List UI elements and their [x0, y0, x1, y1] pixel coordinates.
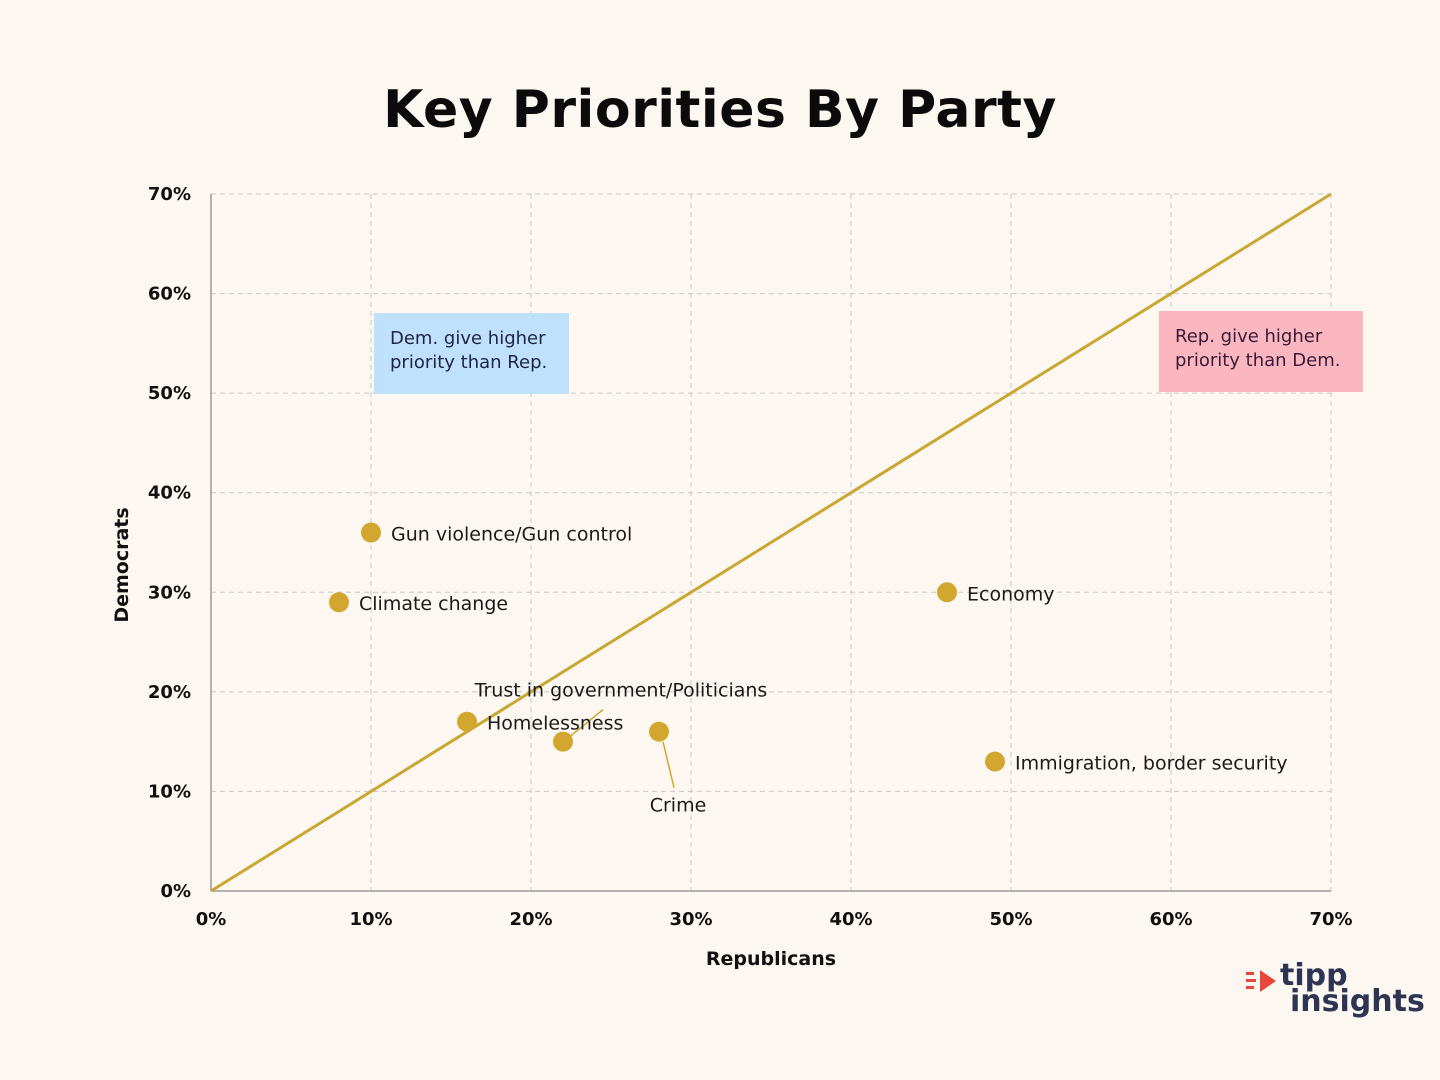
- logo-flag-icon: [1246, 970, 1276, 992]
- axes: 0% 10% 20% 30% 40% 50% 60% 70% 0% 10% 20% 30% 40% 50%…: [148, 184, 1353, 930]
- point-labels: Gun violence/Gun control Climate change Ec…: [359, 524, 1288, 817]
- data-points: [329, 522, 1005, 772]
- logo-word-insights: insights: [1290, 984, 1425, 1019]
- dem-callout-line-2: priority than Rep.: [390, 352, 548, 373]
- x-axis-title: Republicans: [706, 948, 836, 970]
- data-point-label: Immigration, border security: [1015, 753, 1288, 775]
- data-point: [937, 582, 957, 603]
- y-tick-label: 40%: [148, 483, 191, 504]
- data-point: [457, 711, 477, 732]
- grid: [211, 193, 1332, 891]
- y-tick-label: 60%: [148, 284, 191, 305]
- data-point-label: Climate change: [359, 593, 508, 615]
- rep-callout-line-1: Rep. give higher: [1175, 326, 1323, 347]
- rep-callout-line-2: priority than Dem.: [1175, 350, 1341, 371]
- x-tick-label: 40%: [829, 909, 872, 930]
- data-point-label: Homelessness: [487, 713, 623, 735]
- data-point-label: Economy: [967, 583, 1055, 605]
- logo-word-tipp: tipp: [1280, 958, 1348, 993]
- data-point-label: Gun violence/Gun control: [391, 524, 632, 546]
- reference-diagonal-line: [210, 192, 1332, 893]
- dem-priority-callout: Dem. give higher priority than Rep.: [374, 313, 569, 394]
- y-tick-label: 0%: [160, 881, 191, 902]
- y-tick-label: 30%: [148, 582, 191, 603]
- data-point-label: Crime: [650, 795, 707, 817]
- data-point: [553, 731, 573, 752]
- y-tick-label: 50%: [148, 383, 191, 404]
- label-leader-line: [570, 709, 604, 737]
- dem-callout-line-1: Dem. give higher: [390, 328, 546, 349]
- x-tick-label: 70%: [1309, 909, 1352, 930]
- tipp-insights-logo: tipp insights: [1246, 958, 1425, 1022]
- x-tick-label: 30%: [669, 909, 712, 930]
- data-point: [649, 721, 669, 742]
- x-tick-label: 0%: [196, 909, 227, 930]
- label-leader-line: [662, 741, 675, 788]
- data-point: [329, 592, 349, 613]
- data-point-label: Trust in government/Politicians: [474, 680, 768, 702]
- x-tick-label: 20%: [509, 909, 552, 930]
- data-point: [985, 751, 1005, 772]
- x-tick-label: 50%: [989, 909, 1032, 930]
- data-point: [361, 522, 381, 543]
- x-tick-label: 60%: [1149, 909, 1192, 930]
- chart-title: Key Priorities By Party: [383, 80, 1057, 140]
- x-tick-label: 10%: [349, 909, 392, 930]
- label-leader-lines: [570, 709, 675, 788]
- y-tick-label: 70%: [148, 184, 191, 205]
- y-tick-label: 20%: [148, 682, 191, 703]
- y-axis-title: Democrats: [111, 507, 133, 622]
- rep-priority-callout: Rep. give higher priority than Dem.: [1159, 311, 1363, 392]
- y-tick-label: 10%: [148, 781, 191, 802]
